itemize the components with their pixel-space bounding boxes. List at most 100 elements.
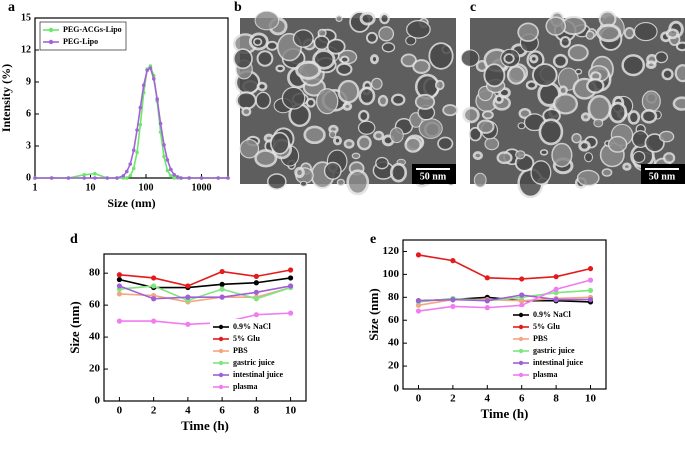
vesicle (607, 135, 628, 153)
vesicle (517, 22, 539, 42)
vesicle (551, 142, 573, 168)
y-tick-label: 12 (21, 44, 31, 55)
vesicle (654, 51, 669, 64)
vesicle (531, 63, 558, 87)
vesicle (381, 42, 396, 53)
data-point (151, 296, 157, 302)
y-tick-label: 40 (89, 331, 101, 343)
vesicle (365, 31, 378, 44)
data-point (287, 310, 294, 316)
data-point (131, 166, 136, 171)
data-point (141, 83, 146, 87)
vesicle (473, 172, 487, 188)
vesicle (517, 122, 526, 130)
data-point (151, 77, 156, 81)
vesicle (442, 104, 458, 117)
vesicle (580, 112, 591, 122)
vesicle (389, 162, 408, 183)
y-tick-label: 60 (388, 314, 400, 326)
data-point (415, 308, 422, 314)
data-point (253, 289, 259, 295)
vesicle (530, 160, 552, 185)
data-point (253, 312, 259, 318)
vesicle (256, 50, 274, 67)
data-point (162, 143, 166, 147)
data-point (172, 176, 177, 180)
vesicle (460, 49, 480, 67)
y-tick-label: 15 (21, 12, 31, 23)
vesicle (404, 136, 422, 153)
vesicle (585, 30, 595, 40)
data-point (553, 297, 559, 303)
x-tick-label: 4 (185, 405, 191, 417)
data-point (151, 283, 157, 289)
micrograph (232, 10, 458, 196)
vesicle (472, 151, 483, 160)
vesicle (559, 35, 571, 48)
data-point (33, 176, 37, 180)
panel-label: c (470, 0, 476, 15)
vesicle (269, 131, 290, 155)
legend-marker (218, 360, 224, 366)
data-point (116, 291, 123, 297)
data-point (175, 175, 180, 179)
data-point (587, 297, 594, 303)
data-point (162, 154, 166, 159)
legend-label: plasma (233, 382, 257, 391)
vesicle (434, 79, 445, 91)
legend-label: gastric juice (533, 346, 575, 355)
vesicle (375, 156, 389, 170)
data-point (253, 280, 259, 286)
legend-label: intestinal juice (533, 358, 583, 367)
vesicle (428, 42, 454, 70)
vesicle (558, 85, 568, 96)
y-tick-label: 0 (394, 383, 400, 395)
vesicle (299, 180, 308, 187)
micrograph (460, 10, 685, 199)
vesicle (567, 44, 589, 62)
y-tick-label: 0 (26, 172, 31, 183)
vesicle (418, 118, 443, 139)
vesicle (484, 137, 500, 151)
legend-marker (48, 39, 54, 45)
x-tick-label: 8 (553, 393, 559, 405)
y-axis-label: Size (nm) (67, 301, 82, 353)
vesicle (377, 94, 389, 107)
series-line (119, 269, 291, 287)
vesicle (552, 93, 579, 115)
vesicle (621, 54, 646, 77)
data-point (169, 167, 173, 172)
vesicle (390, 93, 406, 106)
vesicle (633, 21, 658, 42)
vesicle (494, 94, 504, 104)
data-point (253, 273, 259, 279)
legend-marker (218, 372, 224, 378)
y-tick-label: 6 (26, 108, 31, 119)
vesicle (332, 135, 343, 146)
legend-label: PBS (533, 334, 548, 343)
vesicle (525, 80, 538, 90)
vesicle (359, 11, 376, 26)
x-tick-label: 100 (139, 182, 154, 193)
data-point (169, 174, 173, 178)
vesicle (576, 169, 600, 187)
data-point (587, 266, 594, 272)
vesicle (503, 53, 515, 64)
vesicle (539, 149, 549, 156)
vesicle (476, 119, 495, 134)
data-point (484, 298, 490, 304)
data-point (587, 277, 594, 283)
vesicle (339, 55, 350, 64)
data-point (151, 275, 157, 281)
vesicle (496, 151, 513, 165)
vesicle (328, 130, 337, 139)
y-axis-label: Intensity (%) (0, 64, 13, 132)
data-point (151, 318, 157, 324)
data-point (66, 176, 71, 180)
data-point (185, 283, 191, 289)
vesicle (356, 135, 372, 151)
vesicle (622, 162, 632, 171)
vesicle (336, 178, 345, 187)
vesicle (674, 64, 685, 83)
series-line (119, 286, 291, 303)
